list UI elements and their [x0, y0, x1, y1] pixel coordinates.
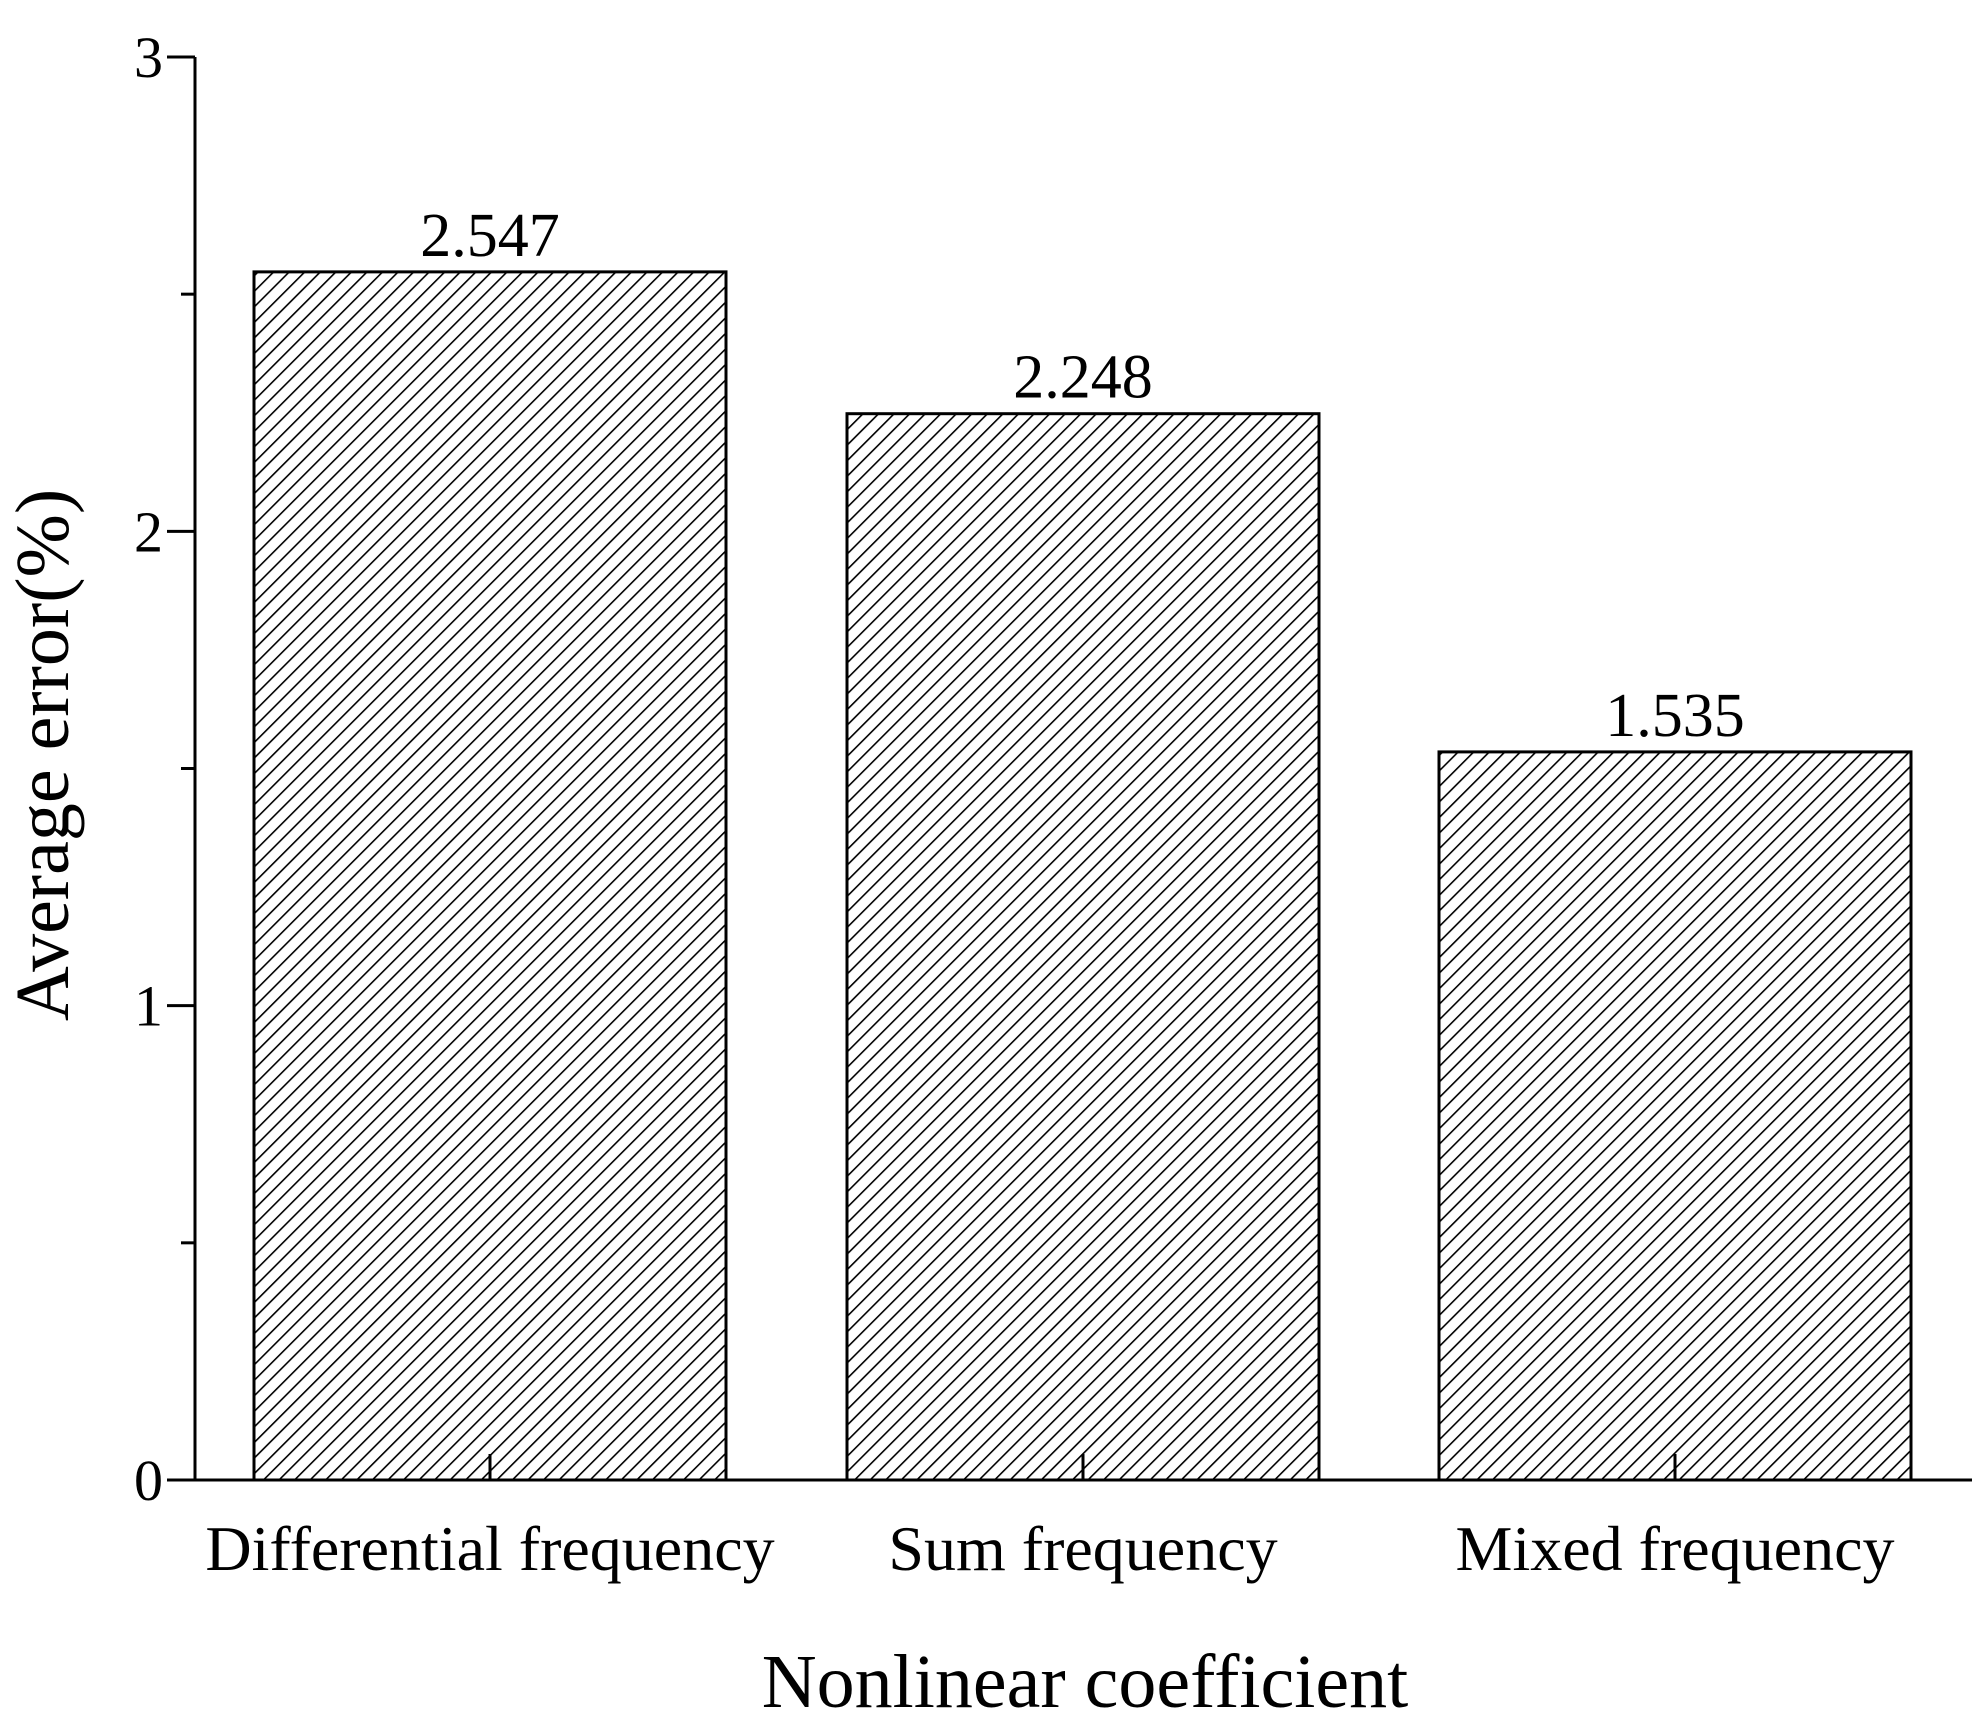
bar-value-label: 2.547 — [420, 202, 560, 270]
x-axis-ticks — [488, 1454, 1677, 1480]
y-tick-label: 2 — [134, 499, 163, 564]
y-tick-label: 1 — [134, 974, 163, 1039]
data-labels-group: 2.547 2.248 1.535 — [420, 202, 1745, 750]
x-axis-title: Nonlinear coefficient — [762, 1640, 1408, 1724]
y-tick-label: 3 — [134, 25, 163, 90]
bar — [252, 270, 728, 1482]
y-axis-ticks: 0 1 2 3 — [134, 25, 195, 1513]
x-category-label: Sum frequency — [888, 1513, 1277, 1584]
x-category-label: Differential frequency — [205, 1513, 774, 1584]
x-category-label: Mixed frequency — [1456, 1513, 1895, 1584]
y-tick-label: 0 — [134, 1448, 163, 1513]
bar-value-label: 2.248 — [1013, 344, 1153, 412]
y-axis-title: Average error(%) — [1, 489, 85, 1021]
bars-group — [252, 270, 1913, 1482]
bar — [1437, 750, 1913, 1482]
x-axis-category-labels: Differential frequency Sum frequency Mixed… — [205, 1513, 1894, 1584]
bar-value-label: 1.535 — [1605, 682, 1745, 750]
bar — [845, 412, 1321, 1482]
